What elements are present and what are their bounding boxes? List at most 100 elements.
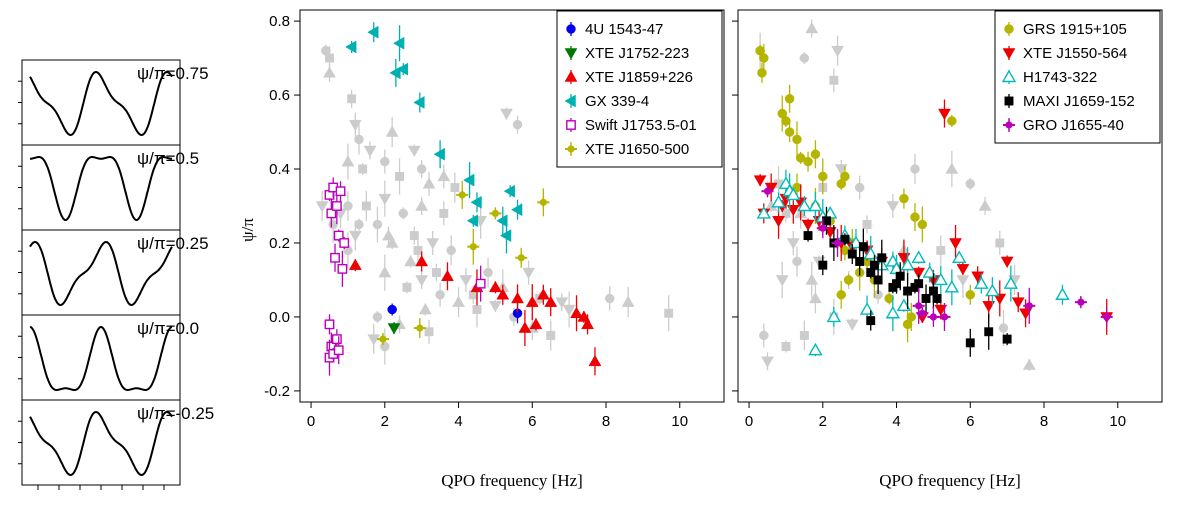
point-grs-1915-105 xyxy=(792,121,802,158)
series-points-left xyxy=(324,22,602,376)
background-point xyxy=(604,286,615,311)
background-point xyxy=(910,154,920,185)
background-point xyxy=(367,324,381,355)
point-h1743-322 xyxy=(944,269,960,306)
background-point xyxy=(845,318,859,331)
point-xte-j1859-226 xyxy=(496,284,510,305)
background-point xyxy=(965,177,976,190)
background-point xyxy=(315,191,329,221)
point-grs-1915-105 xyxy=(810,140,821,169)
point-xte-j1859-226 xyxy=(518,310,532,347)
legend-marker-gro-j1655-40 xyxy=(1003,118,1015,132)
x-tick-label: 8 xyxy=(1040,413,1048,430)
background-point xyxy=(522,260,536,285)
point-h1743-322 xyxy=(1003,265,1019,302)
point-xte-j1550-564 xyxy=(1011,292,1025,313)
point-xte-j1650-500 xyxy=(456,180,469,209)
background-point xyxy=(945,151,959,188)
point-h1743-322 xyxy=(933,265,948,294)
background-point xyxy=(358,163,368,176)
background-point xyxy=(995,230,1005,255)
background-point xyxy=(354,124,364,155)
waveform-curve xyxy=(30,156,172,222)
waveform-curve xyxy=(29,70,173,137)
point-maxi-j1659-152 xyxy=(932,292,942,305)
point-h1743-322 xyxy=(808,192,823,220)
x-tick-label: 4 xyxy=(454,413,462,430)
point-gx-339-4 xyxy=(503,184,515,198)
background-point xyxy=(382,226,395,245)
background-point xyxy=(361,191,371,221)
background-point xyxy=(348,112,362,137)
point-maxi-j1659-152 xyxy=(873,265,883,294)
legend-label-xte-j1859-226: XTE J1859+226 xyxy=(585,69,693,86)
point-swift-j1753-5-01 xyxy=(330,243,340,272)
x-tick-label: 10 xyxy=(1109,413,1126,430)
point-xte-j1859-226 xyxy=(570,295,583,332)
background-point xyxy=(446,235,456,266)
background-point xyxy=(347,89,357,108)
point-h1743-322 xyxy=(786,187,801,201)
background-point xyxy=(325,46,334,71)
legend-label-maxi-j1659-152: MAXI J1659-152 xyxy=(1023,93,1135,110)
point-xte-j1650-500 xyxy=(489,207,502,220)
y-tick-label: 0.8 xyxy=(269,13,290,30)
background-point xyxy=(413,238,423,263)
point-xte-j1550-564 xyxy=(938,99,951,128)
background-point xyxy=(862,215,872,234)
point-xte-j1550-564 xyxy=(1019,299,1033,328)
waveform-label: ψ/π=0.5 xyxy=(137,149,199,168)
background-point xyxy=(380,149,390,174)
background-point xyxy=(792,246,802,277)
background-point xyxy=(407,144,421,158)
point-gro-j1655-40 xyxy=(1100,306,1113,327)
point-grs-1915-105 xyxy=(781,114,791,127)
background-point xyxy=(402,281,412,294)
point-xte-j1650-500 xyxy=(413,318,426,339)
waveform-box xyxy=(21,314,181,401)
background-point xyxy=(424,319,434,344)
point-maxi-j1659-152 xyxy=(877,239,887,276)
legend-marker-maxi-j1659-152 xyxy=(1004,94,1014,108)
waveform-label: ψ/π=0.25 xyxy=(137,234,209,253)
point-4u-1543-47 xyxy=(387,303,397,316)
x-tick-label: 8 xyxy=(602,413,610,430)
x-tick-label: 6 xyxy=(528,413,536,430)
legend-label-swift-j1753-5-01: Swift J1753.5-01 xyxy=(585,117,697,134)
background-point xyxy=(831,35,844,66)
point-xte-j1650-500 xyxy=(376,333,389,346)
point-swift-j1753-5-01 xyxy=(337,250,348,287)
point-gx-339-4 xyxy=(396,62,408,76)
background-point xyxy=(936,235,946,266)
point-gx-339-4 xyxy=(345,40,357,54)
background-point xyxy=(805,19,819,38)
point-maxi-j1659-152 xyxy=(866,310,876,331)
background-point xyxy=(488,299,502,313)
background-point xyxy=(886,194,900,218)
point-gx-339-4 xyxy=(511,199,523,220)
legend-marker-xte-j1550-564 xyxy=(1002,46,1016,60)
background-point xyxy=(378,180,392,217)
background-points-left xyxy=(315,44,674,365)
axis-ticks-left: 0 2 4 6 8 10 -0.2 0.0 0.2 0.4 0.6 0.8 xyxy=(264,13,688,430)
waveform-curve xyxy=(29,240,173,307)
point-xte-j1859-226 xyxy=(529,317,543,331)
point-maxi-j1659-152 xyxy=(984,313,994,350)
background-point xyxy=(395,158,404,195)
point-gx-339-4 xyxy=(367,22,379,43)
point-xte-j1859-226 xyxy=(415,251,429,272)
plot-frame-left xyxy=(299,9,725,403)
background-point xyxy=(439,201,449,226)
x-tick-label: 4 xyxy=(892,413,900,430)
scatter-panel-left: 0 2 4 6 8 10 -0.2 0.0 0.2 0.4 0.6 0.8 QPO frequency… xyxy=(238,9,725,490)
x-axis-label-left: QPO frequency [Hz] xyxy=(441,471,583,490)
background-point xyxy=(759,323,769,348)
background-point xyxy=(775,261,789,298)
background-point xyxy=(799,52,810,65)
point-gx-339-4 xyxy=(466,214,479,228)
y-tick-label: 0.0 xyxy=(269,309,290,326)
legend-marker-xte-j1752-223 xyxy=(564,46,578,60)
background-point xyxy=(385,117,399,148)
point-h1743-322 xyxy=(911,250,926,264)
point-xte-j1550-564 xyxy=(1000,255,1014,268)
